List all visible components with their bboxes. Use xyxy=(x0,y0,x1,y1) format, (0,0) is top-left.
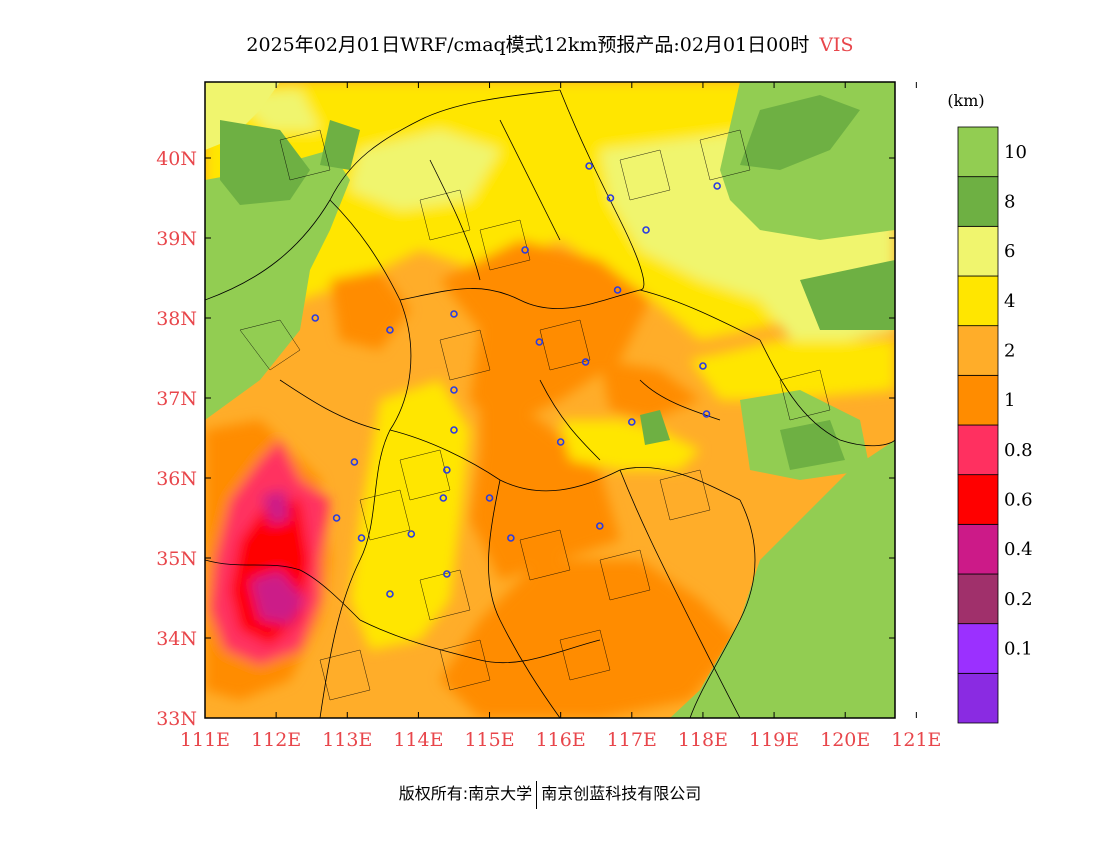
legend-label: 1 xyxy=(1004,390,1015,411)
legend-swatch xyxy=(957,672,999,724)
legend-label: 0.4 xyxy=(1004,539,1033,560)
station-marker xyxy=(702,410,711,418)
station-marker xyxy=(713,182,721,190)
lat-label: 39N xyxy=(156,228,197,250)
station-marker xyxy=(507,534,515,542)
lon-label: 117E xyxy=(607,729,657,751)
legend-swatch xyxy=(957,126,999,178)
variable-label: VIS xyxy=(819,34,854,56)
legend: 0.1 0.2 0.4 0.6 0.8 1 2 4 6 8 10 xyxy=(957,126,1033,724)
lat-label: 40N xyxy=(156,148,197,170)
lon-label: 118E xyxy=(678,729,728,751)
legend-label: 6 xyxy=(1004,241,1015,262)
station-marker xyxy=(311,314,320,322)
visibility-map: 111E 112E 113E 114E 115E 116E 117E 118E 119E 120E… xyxy=(156,81,1033,751)
lon-label: 111E xyxy=(180,729,230,751)
lon-label: 113E xyxy=(322,729,372,751)
legend-swatch xyxy=(957,623,999,674)
station-marker xyxy=(357,534,366,542)
legend-swatch xyxy=(957,225,999,277)
lon-label: 116E xyxy=(536,729,586,751)
legend-label: 0.6 xyxy=(1004,490,1033,511)
footer-copyright: 版权所有:南京大学 xyxy=(398,784,533,803)
legend-label: 10 xyxy=(1004,142,1027,163)
station-marker xyxy=(535,338,544,346)
legend-swatch xyxy=(957,573,999,625)
legend-label: 4 xyxy=(1004,291,1015,312)
lat-label: 33N xyxy=(156,708,197,730)
footer: 版权所有:南京大学 南京创蓝科技有限公司 xyxy=(0,780,1100,809)
station-marker xyxy=(450,386,458,394)
station-marker xyxy=(606,194,615,202)
lat-label: 37N xyxy=(156,388,197,410)
lat-label: 36N xyxy=(156,468,197,490)
station-marker xyxy=(450,310,458,318)
chart-title: 2025年02月01日WRF/cmaq模式12km预报产品:02月01日00时 V… xyxy=(0,30,1100,57)
footer-company: 南京创蓝科技有限公司 xyxy=(541,784,702,803)
title-text: 2025年02月01日WRF/cmaq模式12km预报产品:02月01日00时 xyxy=(246,34,810,56)
station-marker xyxy=(386,590,394,598)
lon-label: 121E xyxy=(891,729,941,751)
legend-swatch xyxy=(957,275,999,327)
footer-separator xyxy=(536,780,538,809)
station-marker xyxy=(350,458,359,466)
legend-label: 2 xyxy=(1004,341,1015,362)
map-frame xyxy=(204,81,896,719)
station-marker xyxy=(581,358,590,366)
legend-swatch xyxy=(957,474,999,525)
station-marker xyxy=(443,466,451,474)
legend-label: 8 xyxy=(1004,192,1015,213)
legend-label: 0.8 xyxy=(1004,440,1033,461)
station-marker xyxy=(332,514,341,522)
legend-swatch xyxy=(957,523,999,575)
legend-swatch xyxy=(957,374,999,426)
station-marker xyxy=(613,286,622,294)
lon-label: 114E xyxy=(393,729,443,751)
station-marker xyxy=(485,494,494,502)
station-marker xyxy=(386,326,394,334)
legend-label: 0.1 xyxy=(1004,639,1033,660)
station-marker xyxy=(585,162,593,170)
station-marker xyxy=(450,426,458,434)
lat-label: 38N xyxy=(156,308,197,330)
station-marker xyxy=(628,418,636,426)
legend-swatch xyxy=(957,424,999,476)
axis-ticks: 111E 112E 113E 114E 115E 116E 117E 118E 119E 120E… xyxy=(156,82,941,751)
lat-label: 34N xyxy=(156,628,197,650)
legend-swatch xyxy=(957,176,999,227)
lon-label: 112E xyxy=(251,729,301,751)
station-marker xyxy=(699,362,707,370)
station-markers xyxy=(311,162,721,598)
station-marker xyxy=(407,530,416,538)
legend-label: 0.2 xyxy=(1004,589,1033,610)
boundaries xyxy=(205,89,895,718)
map-plot-area xyxy=(205,82,895,718)
lon-label: 119E xyxy=(749,729,799,751)
station-marker xyxy=(642,226,650,234)
station-marker xyxy=(595,522,604,530)
lon-label: 120E xyxy=(820,729,870,751)
legend-swatch xyxy=(957,325,999,376)
lat-label: 35N xyxy=(156,548,197,570)
station-marker xyxy=(521,246,529,254)
lon-label: 115E xyxy=(464,729,514,751)
station-marker xyxy=(443,570,451,578)
legend-unit: (km) xyxy=(947,91,984,110)
station-marker xyxy=(439,494,448,502)
station-marker xyxy=(556,438,565,446)
